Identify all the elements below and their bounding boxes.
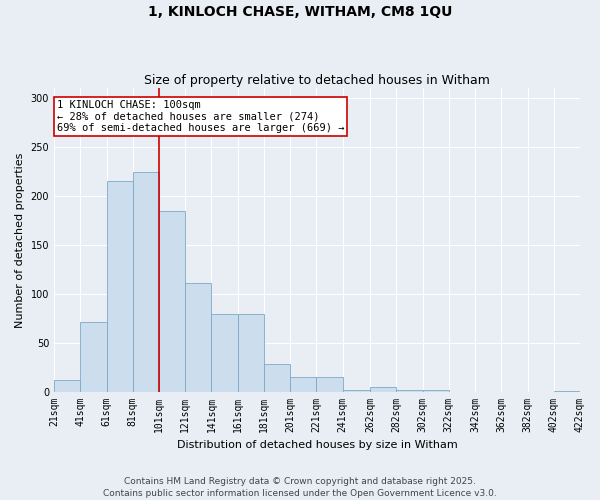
Bar: [238, 314, 264, 392]
Bar: [107, 181, 133, 392]
Bar: [133, 172, 159, 392]
Title: Size of property relative to detached houses in Witham: Size of property relative to detached ho…: [144, 74, 490, 87]
Bar: [422, 390, 449, 392]
Bar: [159, 212, 185, 392]
Text: Contains HM Land Registry data © Crown copyright and database right 2025.
Contai: Contains HM Land Registry data © Crown c…: [103, 476, 497, 498]
Bar: [370, 386, 397, 392]
Text: 1, KINLOCH CHASE, WITHAM, CM8 1QU: 1, KINLOCH CHASE, WITHAM, CM8 1QU: [148, 5, 452, 19]
Bar: [80, 322, 107, 392]
Bar: [54, 380, 80, 392]
Bar: [343, 390, 370, 392]
X-axis label: Distribution of detached houses by size in Witham: Distribution of detached houses by size …: [176, 440, 457, 450]
Bar: [264, 364, 290, 392]
Text: 1 KINLOCH CHASE: 100sqm
← 28% of detached houses are smaller (274)
69% of semi-d: 1 KINLOCH CHASE: 100sqm ← 28% of detache…: [56, 100, 344, 133]
Bar: [185, 283, 211, 392]
Bar: [290, 377, 316, 392]
Bar: [316, 377, 343, 392]
Bar: [554, 390, 580, 392]
Bar: [211, 314, 238, 392]
Y-axis label: Number of detached properties: Number of detached properties: [15, 152, 25, 328]
Bar: [397, 390, 422, 392]
